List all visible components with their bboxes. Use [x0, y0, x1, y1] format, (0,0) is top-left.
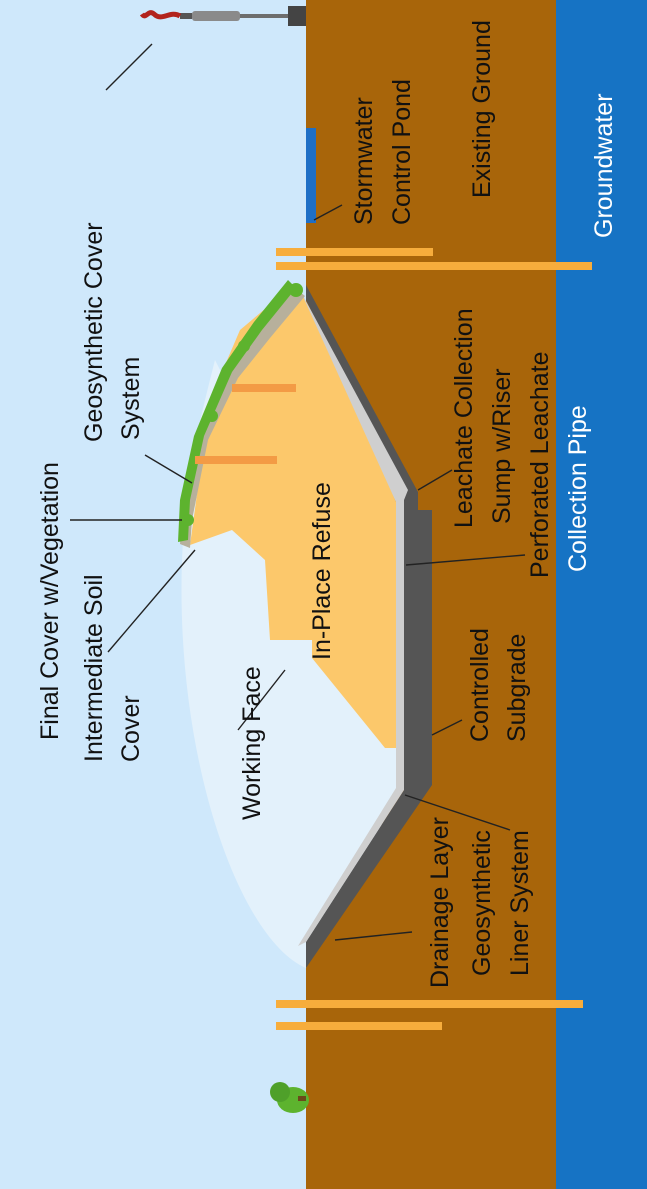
gas-vent-pipe: [232, 384, 296, 392]
in-place-refuse: [190, 290, 396, 748]
label-stormwater-pond-2: Control Pond: [388, 79, 416, 225]
label-geosynthetic-cover-2: System: [117, 357, 145, 440]
monitoring-well: [276, 1000, 583, 1008]
label-final-cover: Final Cover w/Vegetation: [36, 462, 64, 740]
leader-line: [144, 454, 193, 484]
label-in-place-refuse: In-Place Refuse: [308, 482, 336, 660]
vegetation-tuft: [289, 283, 303, 297]
label-stormwater-pond: Stormwater: [350, 97, 378, 225]
label-existing-ground: Existing Ground: [468, 20, 496, 198]
label-groundwater: Groundwater: [590, 93, 618, 238]
label-geosynthetic-liner: Geosynthetic: [468, 830, 496, 976]
vegetation-tuft: [206, 410, 218, 422]
leader-line: [107, 549, 196, 653]
monitoring-well: [276, 262, 592, 270]
label-drainage-layer: Drainage Layer: [426, 817, 454, 988]
label-working-face: Working Face: [238, 666, 266, 820]
label-perforated-pipe: Perforated Leachate: [526, 351, 554, 578]
vegetation-tuft: [238, 340, 250, 352]
intermediate-soil-cover: [180, 284, 305, 548]
leader-line: [105, 43, 153, 91]
label-controlled-subgrade: Controlled: [466, 628, 494, 742]
gas-flare-icon: [139, 6, 306, 26]
leader-line: [237, 669, 286, 731]
leader-line: [431, 719, 463, 736]
monitoring-well: [276, 1022, 442, 1030]
label-leachate-sump: Leachate Collection: [450, 308, 478, 528]
geosynthetic-liner-dark: [306, 285, 432, 968]
shrub-icon: [270, 1082, 309, 1113]
label-controlled-subgrade-2: Subgrade: [503, 634, 531, 742]
vegetation-tuft: [182, 514, 194, 526]
gas-vent-pipe: [195, 456, 277, 464]
stormwater-pond: [306, 128, 316, 223]
leader-line: [313, 204, 343, 221]
leader-line: [417, 469, 453, 491]
label-intermediate-soil-2: Cover: [117, 695, 145, 762]
label-collection-pipe: Collection Pipe: [564, 405, 592, 572]
leader-line: [404, 794, 511, 831]
label-intermediate-soil: Intermediate Soil: [80, 574, 108, 762]
monitoring-well: [276, 248, 433, 256]
label-geosynthetic-liner-2: Liner System: [506, 830, 534, 976]
leader-line: [334, 931, 413, 941]
drainage-layer: [294, 290, 408, 946]
label-leachate-sump-2: Sump w/Riser: [488, 368, 516, 524]
groundwater-layer: [556, 0, 647, 1189]
label-geosynthetic-cover: Geosynthetic Cover: [80, 222, 108, 442]
leader-line: [405, 554, 526, 566]
